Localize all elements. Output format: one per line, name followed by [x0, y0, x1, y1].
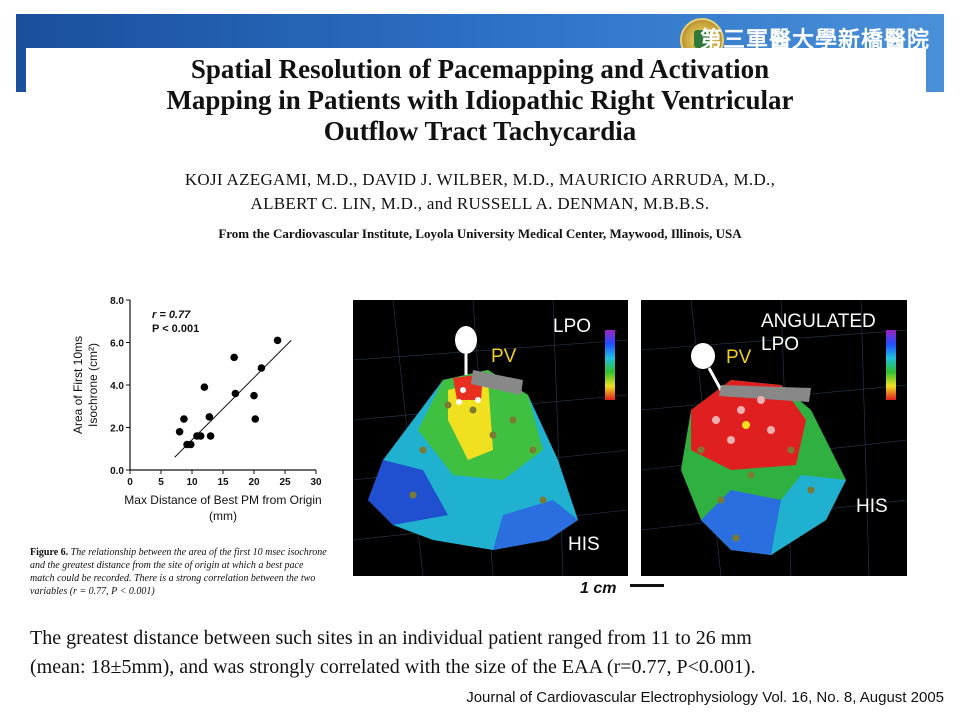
x-tick-label: 20 [248, 477, 260, 488]
title-panel [26, 48, 926, 110]
scale-bar: 1 cm [580, 580, 664, 598]
data-point [257, 364, 266, 372]
scale-label: 1 cm [580, 580, 617, 597]
scatter-chart: 0 5 10 15 20 25 30 0.0 2.0 4.0 6.0 8.0 r = 0.77 P < 0… [71, 296, 322, 523]
journal-citation: Journal of Cardiovascular Electrophysiol… [466, 689, 944, 706]
caption-line: The relationship between the area of the… [68, 547, 327, 558]
activation-map-lpo: LPO PV HIS [353, 300, 628, 576]
data-point [206, 432, 215, 440]
caption-line: variables (r = 0.77, P < 0.001) [30, 586, 155, 597]
y-tick-label: 8.0 [110, 296, 124, 307]
chart-annotation-p: P < 0.001 [152, 323, 199, 335]
data-point [205, 413, 214, 421]
map-view-label: LPO [553, 316, 591, 337]
map-his-label: HIS [856, 496, 888, 517]
x-tick-label: 5 [158, 477, 164, 488]
activation-map-angulated-lpo: ANGULATED LPO PV HIS [641, 300, 907, 576]
y-axis-label: Area of First 10ms [71, 336, 85, 434]
map-his-label: HIS [568, 534, 600, 555]
data-point [231, 389, 240, 398]
data-point [230, 353, 238, 362]
x-tick-label: 25 [279, 477, 291, 488]
x-tick-label: 30 [310, 477, 322, 488]
title-line: Outflow Tract Tachycardia [323, 116, 637, 146]
authors-line: ALBERT C. LIN, M.D., and RUSSELL A. DENM… [250, 194, 710, 213]
data-point [273, 336, 282, 345]
body-text: The greatest distance between such sites… [30, 624, 930, 682]
title-line: Spatial Resolution of Pacemapping and Ac… [190, 54, 770, 84]
data-point [175, 427, 184, 436]
paper-authors: KOJI AZEGAMI, M.D., DAVID J. WILBER, M.D… [30, 168, 930, 216]
y-tick-label: 6.0 [110, 339, 124, 350]
y-axis-label-unit: Isochrone (cm²) [86, 343, 100, 427]
data-point [196, 432, 205, 440]
data-point [186, 440, 195, 449]
map-view-label-2: LPO [761, 334, 799, 355]
x-axis-label: Max Distance of Best PM from Origin [124, 493, 321, 507]
paper-affiliation: From the Cardiovascular Institute, Loyol… [218, 226, 742, 241]
x-tick-label: 0 [127, 477, 133, 488]
y-tick-label: 4.0 [110, 381, 124, 392]
figure-label: Figure 6. [30, 547, 69, 558]
data-point [251, 415, 260, 423]
scale-bar-line [630, 584, 664, 587]
y-tick-label: 0.0 [110, 466, 124, 477]
x-axis-label-unit: (mm) [209, 509, 237, 523]
map-view-label-1: ANGULATED [761, 311, 876, 332]
caption-line: match could be recorded. There is a stro… [30, 573, 316, 584]
map-pv-label: PV [726, 347, 752, 368]
figure-caption: Figure 6. The relationship between the a… [30, 546, 336, 606]
chart-annotation-r: r = 0.77 [152, 309, 191, 321]
data-point [200, 383, 209, 391]
y-tick-label: 2.0 [110, 424, 124, 435]
x-tick-label: 10 [186, 477, 198, 488]
x-tick-label: 15 [217, 477, 229, 488]
map-pv-label: PV [491, 346, 517, 367]
data-point [180, 415, 188, 423]
paper-title: Spatial Resolution of Pacemapping and Ac… [30, 54, 930, 147]
body-text-line: The greatest distance between such sites… [30, 627, 752, 649]
data-point [250, 391, 258, 400]
authors-line: KOJI AZEGAMI, M.D., DAVID J. WILBER, M.D… [184, 170, 776, 189]
caption-line: and the greatest distance from the site … [30, 560, 304, 571]
body-text-line: (mean: 18±5mm), and was strongly correla… [30, 656, 756, 678]
title-line: Mapping in Patients with Idiopathic Righ… [166, 85, 794, 115]
